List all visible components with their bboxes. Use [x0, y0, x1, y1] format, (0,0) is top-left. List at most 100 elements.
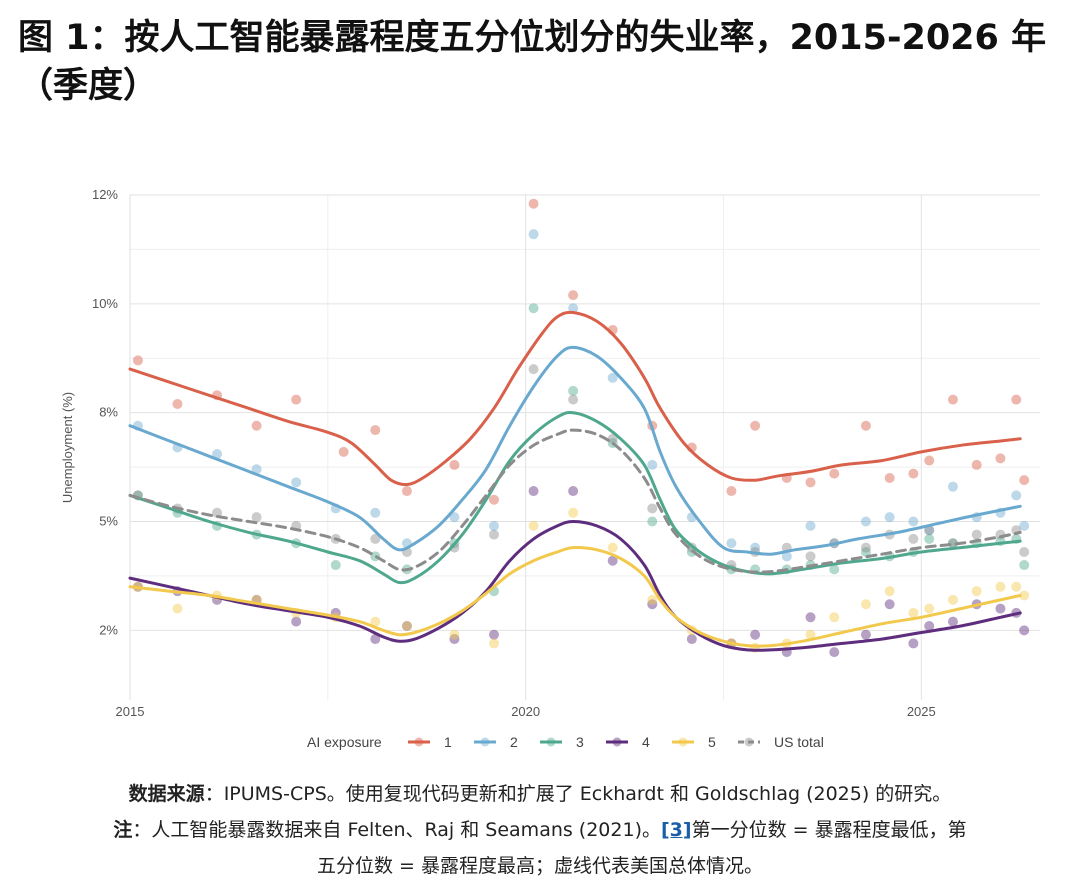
data-point-series-us-total	[647, 503, 658, 514]
data-point-series-1	[401, 486, 412, 497]
data-point-series-4	[829, 647, 840, 658]
legend-label: 1	[444, 734, 452, 750]
data-point-series-1	[750, 420, 761, 431]
legend-label: 2	[510, 734, 518, 750]
data-point-series-4	[860, 629, 871, 640]
legend-label: US total	[774, 734, 824, 750]
data-point-series-2	[884, 512, 895, 523]
data-point-series-1	[971, 459, 982, 470]
data-point-series-5	[924, 603, 935, 614]
data-point-series-1	[908, 468, 919, 479]
legend-swatch-point	[744, 737, 754, 747]
reference-link[interactable]: [3]	[661, 819, 692, 841]
data-point-series-2	[607, 372, 618, 383]
chart-title: 图 1：按人工智能暴露程度五分位划分的失业率，2015-2026 年（季度）	[18, 18, 1047, 106]
y-tick-label: 5%	[99, 514, 118, 529]
data-point-series-4	[686, 634, 697, 645]
data-point-series-5	[647, 594, 658, 605]
data-point-series-2	[1019, 520, 1030, 531]
legend-swatch-point	[546, 737, 556, 747]
data-point-series-us-total	[370, 533, 381, 544]
legend-label: 3	[576, 734, 584, 750]
y-tick-label: 10%	[92, 296, 118, 311]
trend-line-series-1	[128, 310, 1022, 487]
y-tick-label: 2%	[99, 622, 118, 637]
data-point-series-3	[568, 385, 579, 396]
data-point-series-5	[568, 507, 579, 518]
data-point-series-1	[884, 472, 895, 483]
data-point-series-2	[924, 525, 935, 536]
y-tick-label: 8%	[99, 405, 118, 420]
data-point-series-2	[726, 538, 737, 549]
data-point-series-2	[947, 481, 958, 492]
line-chart: 2% 5% 8% 10% 12% 2015 2020 2025 Unemployment (%)…	[60, 187, 1040, 750]
data-point-series-1	[489, 494, 499, 505]
data-point-series-2	[805, 520, 816, 531]
y-tick-label: 12%	[92, 187, 118, 202]
x-tick-label: 2020	[511, 704, 540, 719]
trend-line-series-3	[128, 411, 1022, 585]
chart-area: 2% 5% 8% 10% 12% 2015 2020 2025 Unemployment (%)…	[0, 170, 1080, 770]
data-point-series-2	[370, 507, 381, 518]
data-point-series-2	[568, 303, 579, 314]
note-line-continued: 五分位数 = 暴露程度最高；虚线代表美国总体情况。	[316, 855, 763, 877]
data-point-series-4	[607, 555, 618, 566]
source-line: 数据来源：IPUMS-CPS。使用复现代码更新和扩展了 Eckhardt 和 G…	[0, 776, 1080, 812]
data-point-series-4	[750, 629, 761, 640]
data-point-series-4	[924, 620, 935, 631]
data-point-series-2	[528, 229, 539, 240]
data-point-series-3	[860, 546, 871, 557]
footer-notes: 数据来源：IPUMS-CPS。使用复现代码更新和扩展了 Eckhardt 和 G…	[0, 776, 1080, 884]
note-line: 注：人工智能暴露数据来自 Felten、Raj 和 Seamans (2021)…	[0, 812, 1080, 848]
data-point-series-1	[924, 455, 935, 466]
data-point-series-5	[172, 603, 183, 614]
legend-swatch-point	[480, 737, 490, 747]
data-point-series-2	[647, 459, 658, 470]
legend-swatch-point	[678, 737, 688, 747]
y-axis-title: Unemployment (%)	[60, 392, 75, 503]
data-point-series-2	[291, 477, 302, 488]
data-point-series-us-total	[971, 529, 982, 540]
data-point-series-2	[908, 516, 919, 527]
data-point-series-4	[449, 634, 460, 645]
data-point-series-1	[370, 425, 381, 436]
data-point-series-1	[251, 420, 262, 431]
source-label: 数据来源	[128, 783, 205, 805]
data-point-series-5	[884, 586, 895, 597]
data-point-series-1	[829, 468, 840, 479]
data-point-series-2	[449, 512, 460, 523]
data-point-series-1	[132, 355, 143, 366]
data-point-series-5	[607, 542, 618, 553]
data-point-series-us-total	[528, 364, 539, 375]
data-point-series-4	[884, 599, 895, 610]
data-point-series-2	[212, 449, 223, 460]
data-point-series-4	[1019, 625, 1030, 636]
data-point-series-2	[489, 520, 499, 531]
data-point-series-5	[401, 620, 412, 631]
data-point-series-2	[860, 516, 871, 527]
data-point-series-us-total	[251, 512, 262, 523]
note-text-1: ：人工智能暴露数据来自 Felten、Raj 和 Seamans (2021)。	[132, 819, 661, 841]
data-point-series-1	[805, 477, 816, 488]
data-point-series-1	[449, 459, 460, 470]
data-point-series-us-total	[860, 542, 871, 553]
data-point-series-4	[401, 620, 412, 631]
data-point-series-4	[370, 634, 381, 645]
legend-label: 5	[708, 734, 716, 750]
data-point-series-3	[829, 564, 840, 575]
data-point-series-1	[338, 446, 349, 457]
data-point-series-4	[805, 612, 816, 623]
note-label: 注	[113, 819, 133, 841]
data-point-series-1	[1019, 475, 1030, 486]
data-point-series-5	[860, 599, 871, 610]
data-point-series-4	[908, 638, 919, 649]
legend-title: AI exposure	[307, 734, 382, 750]
data-point-series-5	[370, 616, 381, 627]
legend-swatch-point	[414, 737, 424, 747]
data-point-series-us-total	[568, 394, 579, 405]
data-point-series-3	[647, 516, 658, 527]
data-point-series-4	[528, 486, 539, 497]
data-point-series-3	[330, 560, 341, 571]
data-point-series-5	[971, 586, 982, 597]
x-tick-label: 2015	[116, 704, 145, 719]
